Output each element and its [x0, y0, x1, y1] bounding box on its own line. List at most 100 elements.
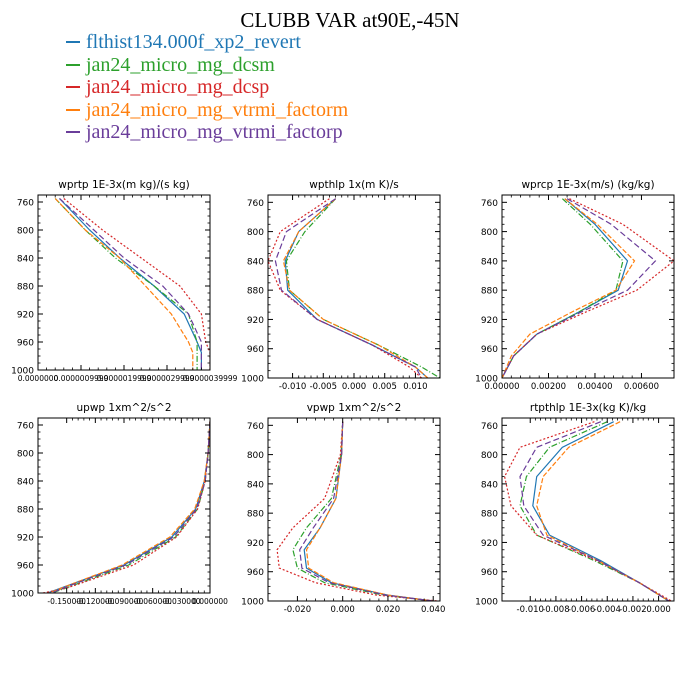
- x-tick-label: 0.000000: [192, 597, 228, 606]
- x-tick-label: 0.040: [421, 605, 445, 615]
- x-tick-label: 0.00200: [531, 382, 566, 392]
- series-line: [502, 198, 629, 378]
- y-tick-label: 1000: [11, 367, 34, 377]
- series-line: [299, 421, 434, 601]
- chart-title: wpthlp 1x(m K)/s: [309, 179, 399, 191]
- y-tick-label: 800: [247, 228, 264, 238]
- x-tick-label: -0.005: [310, 382, 337, 392]
- chart-panel: wprcp 1E-3x(m/s) (kg/kg) 760 800 840 880 920 9…: [475, 179, 675, 392]
- series-line: [59, 198, 202, 370]
- y-tick-label: 760: [17, 422, 34, 432]
- series-line: [52, 421, 210, 593]
- legend: flthist134.000f_xp2_revert jan24_micro_m…: [66, 31, 348, 144]
- x-tick-label: -0.008: [542, 605, 569, 615]
- x-tick-label: 0.0000000: [18, 374, 59, 383]
- x-tick-label: -0.150000: [47, 597, 86, 606]
- y-tick-label: 760: [481, 422, 498, 432]
- series-line: [303, 421, 434, 601]
- x-tick-label: -0.060000: [133, 597, 172, 606]
- chart-title: vpwp 1xm^2/s^2: [307, 402, 402, 414]
- y-tick-label: 800: [481, 228, 498, 238]
- y-tick-label: 880: [17, 283, 34, 293]
- chart-panel: upwp 1xm^2/s^2 760 800 840 880 920 960 1000 -0.1…: [11, 402, 228, 606]
- chart-title: wprtp 1E-3x(m kg)/(s kg): [58, 179, 189, 191]
- x-tick-label: 0.00000: [484, 382, 519, 392]
- chart-title: wprcp 1E-3x(m/s) (kg/kg): [521, 179, 654, 191]
- y-tick-label: 760: [247, 422, 264, 432]
- legend-item: jan24_micro_mg_vtrmi_factorp: [66, 121, 348, 144]
- y-tick-label: 880: [481, 510, 498, 520]
- x-tick-label: 0.000: [646, 605, 670, 615]
- y-tick-label: 880: [247, 510, 264, 520]
- series-line: [503, 421, 672, 601]
- x-tick-label: 0.0000029999: [140, 374, 195, 383]
- y-tick-label: 960: [247, 568, 264, 578]
- series-line: [292, 421, 434, 601]
- x-tick-label: 0.0000019999: [97, 374, 152, 383]
- series-line: [268, 198, 422, 378]
- series-line: [276, 421, 438, 601]
- y-tick-label: 920: [17, 311, 34, 321]
- series-line: [502, 198, 657, 378]
- series-line: [274, 198, 423, 378]
- plot-frame: [501, 417, 675, 602]
- chart-title: rtpthlp 1E-3x(kg K)/kg: [530, 402, 646, 414]
- legend-item: jan24_micro_mg_dcsp: [66, 76, 348, 99]
- series-line: [54, 198, 198, 370]
- x-tick-label: 0.000: [342, 382, 366, 392]
- y-tick-label: 800: [481, 451, 498, 461]
- x-tick-label: 0.0000009999: [54, 374, 109, 383]
- legend-item: flthist134.000f_xp2_revert: [66, 31, 348, 54]
- y-tick-label: 1000: [475, 598, 498, 608]
- x-tick-label: -0.020: [284, 605, 311, 615]
- chart-title: upwp 1xm^2/s^2: [77, 402, 172, 414]
- y-tick-label: 1000: [241, 598, 264, 608]
- page-title: CLUBB VAR at90E,-45N: [240, 8, 460, 32]
- series-line: [536, 421, 670, 601]
- y-tick-label: 960: [17, 562, 34, 572]
- x-tick-label: -0.002: [619, 605, 646, 615]
- x-tick-label: 0.0000039999: [183, 374, 238, 383]
- series-line: [284, 198, 429, 378]
- series-line: [532, 421, 670, 601]
- x-tick-label: -0.010: [279, 382, 306, 392]
- legend-swatch: [66, 86, 80, 89]
- x-tick-label: 0.00600: [624, 382, 659, 392]
- x-tick-label: -0.010: [517, 605, 544, 615]
- y-tick-label: 840: [481, 480, 498, 490]
- y-tick-label: 840: [481, 257, 498, 267]
- y-tick-label: 760: [247, 199, 264, 209]
- x-tick-label: 0.000: [331, 605, 355, 615]
- y-tick-label: 920: [247, 539, 264, 549]
- x-tick-label: -0.004: [594, 605, 621, 615]
- y-tick-label: 840: [17, 255, 34, 265]
- y-tick-label: 920: [17, 534, 34, 544]
- x-tick-label: 0.005: [373, 382, 397, 392]
- series-line: [519, 421, 670, 601]
- y-tick-label: 800: [17, 450, 34, 460]
- y-tick-label: 1000: [241, 375, 264, 385]
- y-tick-label: 920: [481, 539, 498, 549]
- y-tick-label: 920: [481, 316, 498, 326]
- plot-frame: [37, 194, 211, 371]
- series-line: [42, 421, 210, 593]
- x-tick-label: 0.020: [376, 605, 400, 615]
- x-tick-label: 0.010: [403, 382, 427, 392]
- y-tick-label: 800: [17, 227, 34, 237]
- series-line: [59, 198, 202, 370]
- y-tick-label: 760: [481, 199, 498, 209]
- series-line: [49, 421, 210, 593]
- y-tick-label: 880: [17, 506, 34, 516]
- plot-frame: [37, 417, 211, 594]
- y-tick-label: 960: [17, 339, 34, 349]
- x-tick-label: -0.006: [568, 605, 595, 615]
- y-tick-label: 960: [481, 345, 498, 355]
- legend-item: jan24_micro_mg_vtrmi_factorm: [66, 99, 348, 122]
- legend-swatch: [66, 131, 80, 134]
- legend-label: flthist134.000f_xp2_revert: [86, 31, 301, 53]
- y-tick-label: 960: [481, 568, 498, 578]
- series-line: [502, 198, 636, 378]
- y-tick-label: 760: [17, 199, 34, 209]
- legend-swatch: [66, 41, 80, 44]
